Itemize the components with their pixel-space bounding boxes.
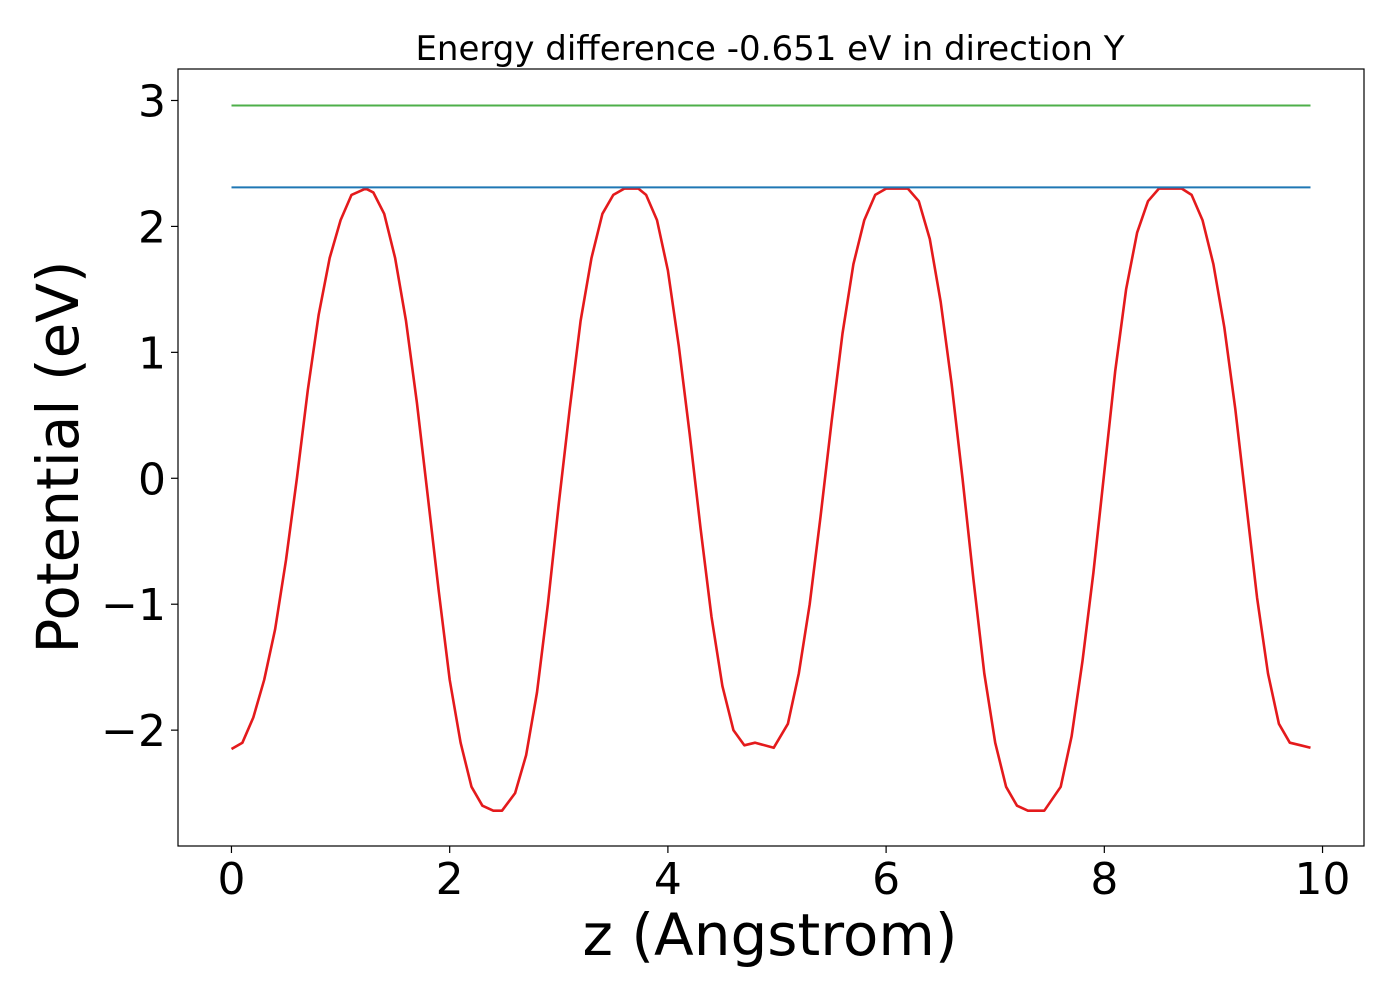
x-tick-label: 0 xyxy=(217,854,245,905)
x-tick-label: 2 xyxy=(436,854,464,905)
series-layer xyxy=(230,104,1311,813)
y-tick-label: −1 xyxy=(101,580,166,631)
plot-frame xyxy=(177,68,1365,847)
chart-title: Energy difference -0.651 eV in direction… xyxy=(415,29,1124,69)
x-tick-label: 10 xyxy=(1295,854,1351,905)
x-tick-label: 4 xyxy=(654,854,682,905)
x-tick-label: 8 xyxy=(1090,854,1118,905)
y-axis-label: Potential (eV) xyxy=(24,260,92,653)
x-tick-label: 6 xyxy=(872,854,900,905)
series-line-0 xyxy=(230,187,1311,813)
y-tick-label: 3 xyxy=(138,76,166,127)
y-axis-ticks: −2 −1 0 1 2 3 xyxy=(101,76,178,757)
x-axis-ticks: 0 2 4 6 8 10 xyxy=(217,846,1351,905)
y-tick-label: 0 xyxy=(138,454,166,505)
y-tick-label: 1 xyxy=(138,328,166,379)
x-axis-label: z (Angstrom) xyxy=(583,901,958,969)
y-tick-label: −2 xyxy=(101,706,166,757)
y-tick-label: 2 xyxy=(138,202,166,253)
